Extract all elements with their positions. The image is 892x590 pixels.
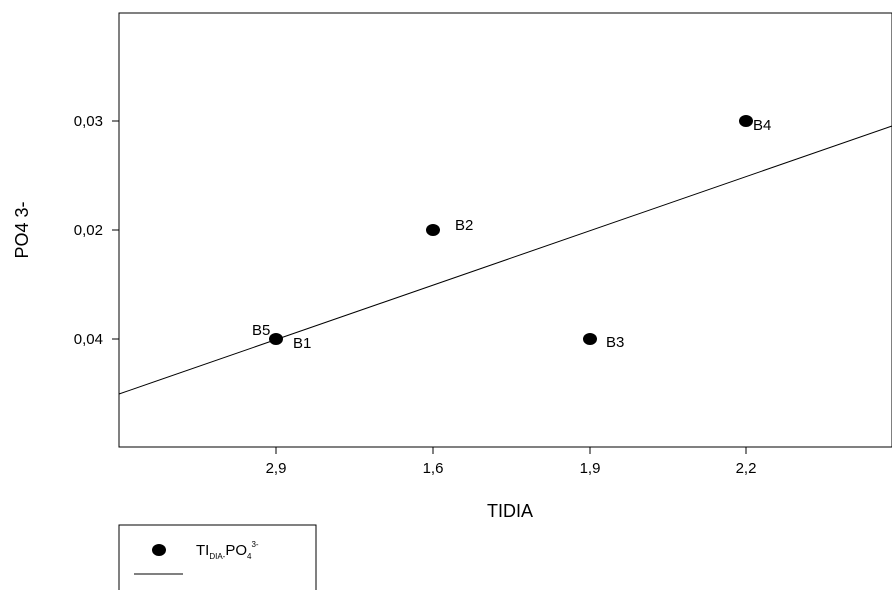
x-tick-label: 1,9	[580, 460, 601, 477]
plot-frame	[118, 12, 892, 448]
y-tick-label: 0,04	[74, 331, 103, 348]
legend-border	[118, 524, 317, 590]
y-axis: 0,04 0,02 0,03	[74, 113, 119, 348]
legend-superscript: 3-	[251, 540, 258, 549]
point-label-b1: B1	[293, 335, 311, 352]
regression-line	[118, 125, 892, 395]
x-tick-label: 1,6	[423, 460, 444, 477]
y-tick-label: 0,03	[74, 113, 103, 130]
legend: TIDIA-PO4 3-	[118, 524, 317, 590]
legend-subscript-1: DIA-	[209, 552, 225, 561]
y-axis-title: PO4 3-	[12, 201, 32, 258]
y-tick-label: 0,02	[74, 222, 103, 239]
data-point-b2	[426, 224, 440, 236]
x-tick-label: 2,9	[266, 460, 287, 477]
legend-main: TI	[196, 542, 209, 559]
point-label-b5: B5	[252, 322, 270, 339]
x-tick-label: 2,2	[736, 460, 757, 477]
data-point-b1	[269, 333, 283, 345]
data-point-b3	[583, 333, 597, 345]
legend-mid: PO	[225, 542, 247, 559]
point-label-b4: B4	[753, 117, 771, 134]
data-point-b4	[739, 115, 753, 127]
point-label-b3: B3	[606, 334, 624, 351]
x-axis: 2,9 1,6 1,9 2,2	[266, 447, 757, 477]
legend-label: TIDIA-PO4 3-	[196, 540, 259, 561]
x-axis-title: TIDIA	[487, 501, 533, 521]
legend-marker	[152, 544, 166, 556]
point-label-b2: B2	[455, 217, 473, 234]
legend-subscript-2: 4	[247, 552, 252, 561]
data-points: B1 B5 B2 B3 B4	[252, 115, 771, 352]
